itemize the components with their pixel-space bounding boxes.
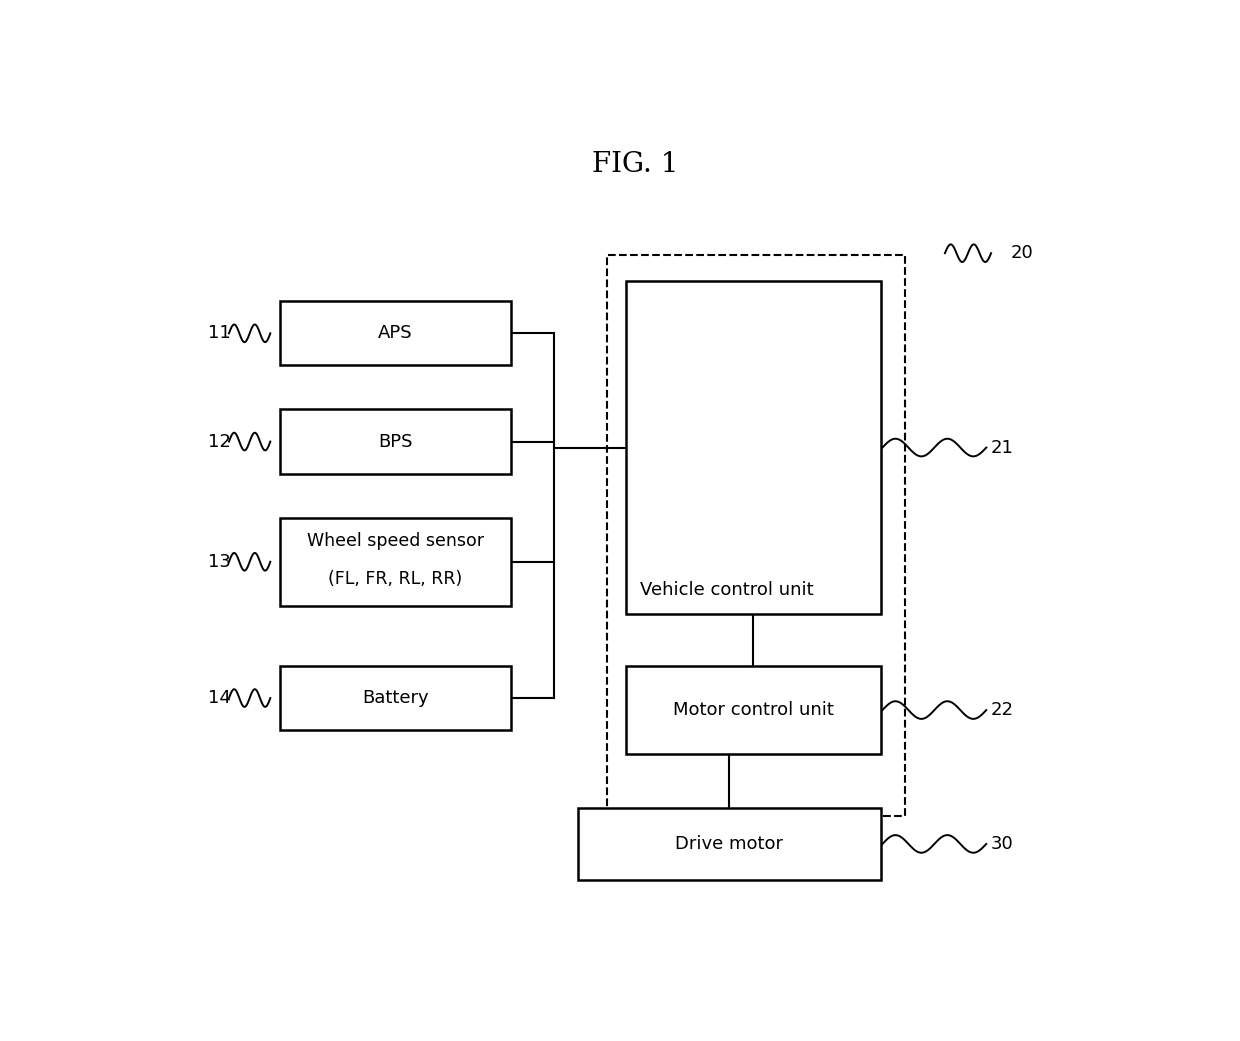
Text: APS: APS [378, 325, 413, 342]
Bar [280, 517, 511, 606]
Bar [606, 255, 904, 816]
Text: Wheel speed sensor: Wheel speed sensor [306, 532, 484, 550]
Text: 12: 12 [208, 433, 231, 451]
Bar [280, 666, 511, 730]
Text: Drive motor: Drive motor [676, 835, 784, 853]
Text: (FL, FR, RL, RR): (FL, FR, RL, RR) [329, 570, 463, 588]
Bar [626, 666, 880, 754]
Text: 20: 20 [1011, 245, 1033, 262]
Text: 30: 30 [991, 835, 1014, 853]
Text: 11: 11 [208, 325, 231, 342]
Text: FIG. 1: FIG. 1 [593, 152, 678, 178]
Text: Vehicle control unit: Vehicle control unit [640, 582, 813, 600]
Text: 22: 22 [991, 701, 1014, 719]
Bar [280, 409, 511, 474]
Text: Motor control unit: Motor control unit [673, 701, 833, 719]
Bar [280, 301, 511, 365]
Text: BPS: BPS [378, 433, 413, 451]
Bar [578, 808, 880, 880]
Text: 21: 21 [991, 438, 1014, 457]
Text: 13: 13 [208, 553, 231, 570]
Text: 14: 14 [208, 689, 231, 707]
Bar [626, 281, 880, 614]
Text: Battery: Battery [362, 689, 429, 707]
